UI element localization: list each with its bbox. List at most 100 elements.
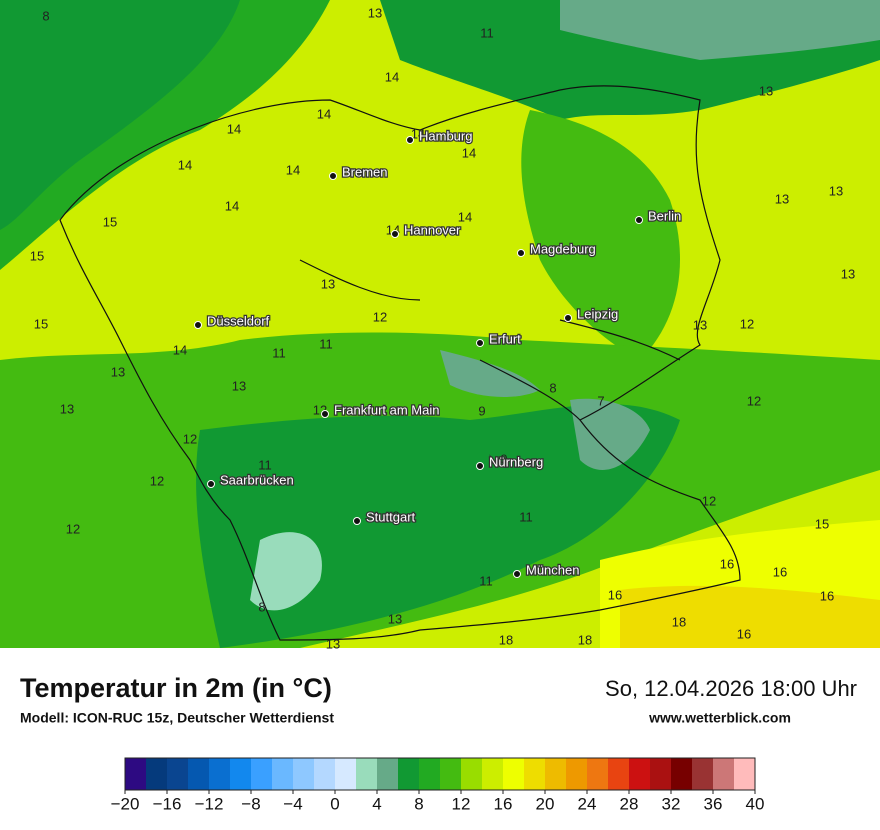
city-label: Nürnberg — [489, 454, 543, 469]
colorbar-tick-label: 0 — [330, 794, 339, 813]
map-value: 13 — [326, 636, 340, 651]
colorbar-tick-label: −16 — [153, 794, 182, 813]
city-label: Hannover — [404, 222, 461, 237]
colorbar-swatch — [692, 758, 714, 790]
colorbar-swatch — [545, 758, 567, 790]
colorbar-swatch — [167, 758, 189, 790]
colorbar-swatch — [335, 758, 357, 790]
map-value: 9 — [478, 403, 485, 418]
map-value: 13 — [775, 191, 789, 206]
city-label: Stuttgart — [366, 509, 416, 524]
colorbar-swatch — [461, 758, 483, 790]
map-value: 14 — [225, 198, 239, 213]
colorbar-swatch — [608, 758, 630, 790]
south-green — [196, 404, 680, 648]
colorbar-swatch — [314, 758, 336, 790]
city-dot — [329, 172, 337, 180]
colorbar-tick-label: 4 — [372, 794, 381, 813]
colorbar-tick-label: 12 — [452, 794, 471, 813]
map-value: 7 — [597, 393, 604, 408]
map-value: 15 — [103, 214, 117, 229]
map-value: 12 — [150, 473, 164, 488]
map-value: 11 — [272, 345, 286, 360]
website: www.wetterblick.com — [648, 710, 791, 726]
city-dot — [353, 517, 361, 525]
map-value: 16 — [720, 556, 734, 571]
city-dot — [476, 339, 484, 347]
city-label: Magdeburg — [530, 241, 596, 256]
city-label: München — [526, 562, 579, 577]
map-value: 18 — [672, 614, 686, 629]
colorbar-swatch — [671, 758, 693, 790]
colorbar-swatch — [230, 758, 252, 790]
map-value: 11 — [480, 25, 494, 40]
map-value: 18 — [578, 632, 592, 647]
colorbar-tick-label: 32 — [662, 794, 681, 813]
map: 8 13 11 14 14 14 13 14 14 14 14 14 15 14 14 13 13 15 13 13 1… — [0, 0, 880, 651]
map-value: 15 — [815, 516, 829, 531]
colorbar-tick-label: 20 — [536, 794, 555, 813]
map-value: 13 — [388, 611, 402, 626]
colorbar-tick-label: 16 — [494, 794, 513, 813]
map-value: 11 — [258, 457, 272, 472]
map-value: 8 — [549, 380, 556, 395]
colorbar-swatch — [629, 758, 651, 790]
map-value: 14 — [286, 162, 300, 177]
colorbar-tick-label: 24 — [578, 794, 597, 813]
colorbar-swatch — [209, 758, 231, 790]
colorbar-swatch — [251, 758, 273, 790]
state-border — [299, 259, 681, 421]
map-value: 14 — [178, 157, 192, 172]
east-green — [521, 110, 680, 360]
map-value: 16 — [820, 588, 834, 603]
colorbar-tick-label: −20 — [111, 794, 140, 813]
city-dot — [207, 480, 215, 488]
colorbar-swatch — [713, 758, 735, 790]
colorbar-tick-label: −12 — [195, 794, 224, 813]
city-dot — [564, 314, 572, 322]
city-label: Hamburg — [419, 128, 472, 143]
datetime: So, 12.04.2026 18:00 Uhr — [605, 676, 857, 701]
city-label: Bremen — [342, 164, 388, 179]
map-value: 13 — [693, 317, 707, 332]
colorbar-tick-label: 8 — [414, 794, 423, 813]
colorbar-swatch — [125, 758, 147, 790]
colorbar: −20 −16 −12 −8 −4 0 4 8 12 16 20 24 28 32 36 40 — [111, 757, 764, 813]
colorbar-swatch — [146, 758, 168, 790]
colorbar-frame — [124, 757, 756, 791]
map-value: 11 — [319, 336, 333, 351]
colorbar-tick-label: 28 — [620, 794, 639, 813]
map-value: 12 — [66, 521, 80, 536]
colorbar-swatch — [398, 758, 420, 790]
cool-patch — [570, 398, 650, 470]
colorbar-swatch — [377, 758, 399, 790]
map-value: 15 — [30, 248, 44, 263]
colorbar-tick-label: −8 — [241, 794, 260, 813]
colorbar-swatch — [524, 758, 546, 790]
map-value: 13 — [321, 276, 335, 291]
map-value: 13 — [232, 378, 246, 393]
colorbar-swatch — [587, 758, 609, 790]
country-border — [59, 85, 741, 641]
colorbar-swatch — [356, 758, 378, 790]
map-value: 11 — [479, 573, 493, 588]
map-value: 9 — [500, 451, 507, 466]
city-label: Saarbrücken — [220, 472, 294, 487]
map-value: 14 — [462, 145, 476, 160]
colorbar-swatch — [566, 758, 588, 790]
city-dot — [406, 136, 414, 144]
map-value: 12 — [740, 316, 754, 331]
map-value: 16 — [737, 626, 751, 641]
map-value: 14 — [317, 106, 331, 121]
map-value: 14 — [411, 126, 425, 141]
city-dot — [517, 249, 525, 257]
colorbar-swatch — [272, 758, 294, 790]
map-value: 8 — [258, 599, 265, 614]
cold-patch — [250, 532, 322, 611]
map-value: 12 — [183, 431, 197, 446]
city-label: Berlin — [648, 208, 681, 223]
city-label: Frankfurt am Main — [334, 402, 439, 417]
colorbar-swatch — [482, 758, 504, 790]
colorbar-swatch — [650, 758, 672, 790]
